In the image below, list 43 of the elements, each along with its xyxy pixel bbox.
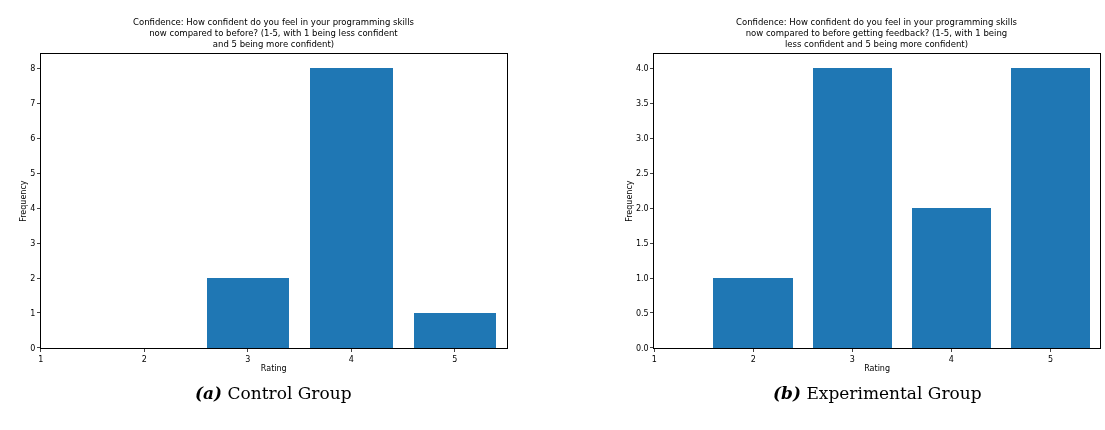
y-tick-label: 7 (30, 99, 36, 109)
y-tick-label: 1.5 (635, 238, 649, 248)
bar (206, 278, 289, 348)
y-tick-label: 3.0 (635, 134, 649, 144)
bar (912, 208, 992, 348)
chart-title: Confidence: How confident do you feel in your programming skills now compared to before? (1-5, with 1 being less confident and 5 being more confident) (133, 17, 415, 50)
bar (1011, 68, 1091, 348)
y-tick-label: 2.5 (635, 168, 649, 178)
bar (813, 68, 893, 348)
y-axis-title: Frequency (624, 180, 634, 222)
text: (b) Experimental Group (773, 383, 982, 403)
y-tick-label: 2 (30, 273, 36, 283)
x-axis-title: Rating (864, 363, 891, 373)
bar (309, 68, 393, 348)
x-tick-label: 2 (750, 354, 756, 364)
y-tick-label: 3 (30, 238, 36, 248)
x-tick-label: 3 (849, 354, 855, 364)
y-tick-label: 2.0 (635, 203, 649, 213)
x-axis-title: Rating (260, 363, 287, 373)
text: (a) Control Group (195, 383, 352, 403)
bar (713, 278, 794, 348)
y-tick-label: 3.5 (635, 99, 649, 109)
y-tick-label: 4.0 (635, 64, 649, 74)
x-tick-label: 1 (38, 354, 44, 364)
x-tick-label: 2 (141, 354, 147, 364)
x-tick-label: 4 (948, 354, 954, 364)
y-tick-label: 6 (30, 134, 36, 144)
y-tick-label: 1.0 (635, 273, 649, 283)
y-tick-label: 0.5 (635, 308, 649, 318)
y-tick-label: 1 (30, 308, 36, 318)
chart-title: Confidence: How confident do you feel in your programming skills now compared to before getting feedback? (1-5, with 1 being less confident and 5 being more confident) (736, 17, 1018, 50)
y-tick-label: 0.0 (635, 343, 649, 353)
x-tick-label: 5 (1047, 354, 1054, 364)
y-tick-label: 8 (30, 64, 36, 74)
x-tick-label: 4 (348, 354, 354, 364)
y-axis-title: Frequency (18, 180, 28, 222)
x-tick-label: 3 (245, 354, 251, 364)
y-tick-label: 4 (30, 203, 36, 213)
y-tick-label: 5 (30, 168, 36, 178)
y-tick-label: 0 (30, 343, 36, 353)
x-tick-label: 5 (452, 354, 458, 364)
bar (413, 313, 496, 348)
x-tick-label: 1 (651, 354, 657, 364)
